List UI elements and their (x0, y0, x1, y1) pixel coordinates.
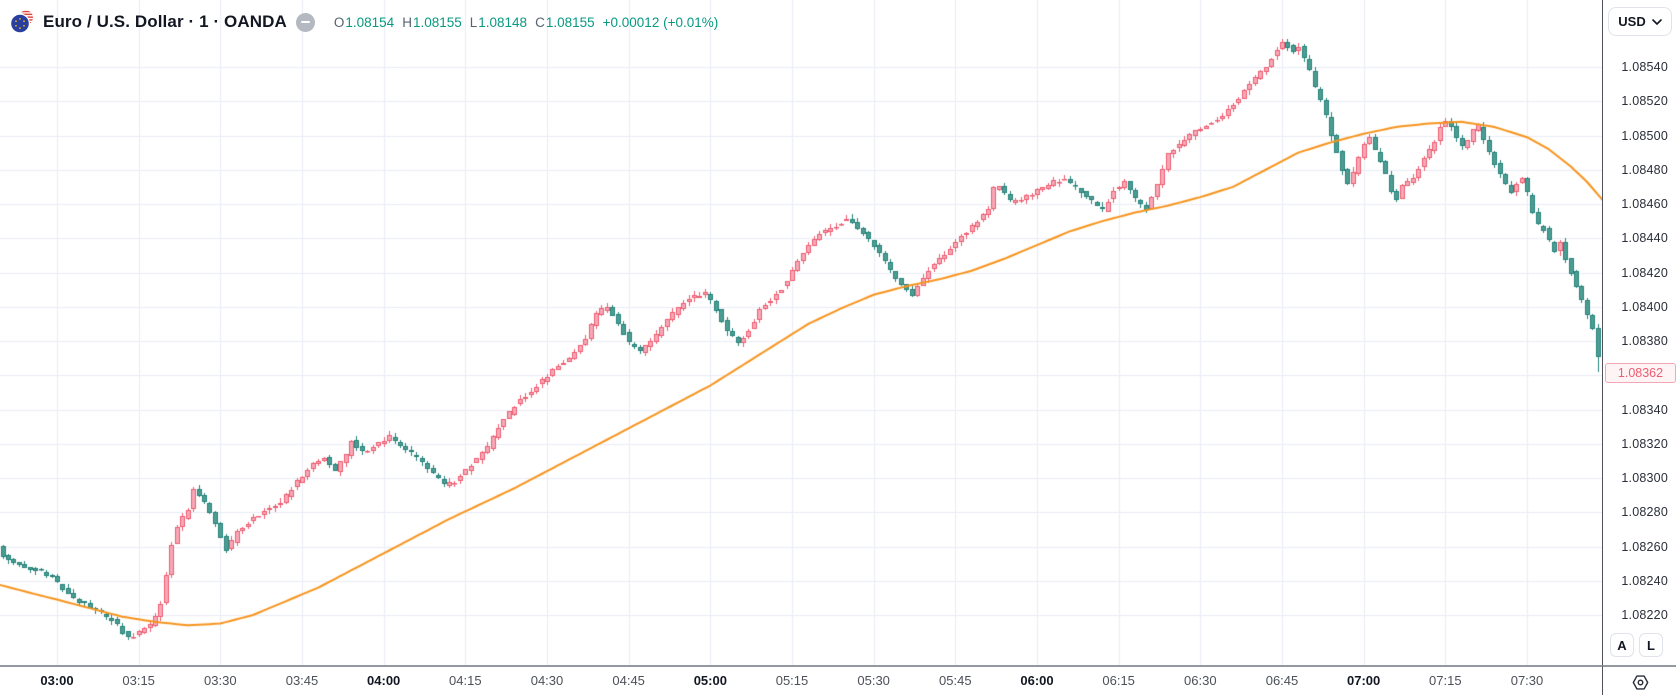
time-axis-label: 03:00 (40, 673, 74, 688)
time-axis-label: 06:45 (1265, 673, 1299, 688)
price-axis-label: 1.08480 (1621, 162, 1668, 177)
time-axis-label: 05:00 (693, 673, 727, 688)
price-axis-label: 1.08400 (1621, 299, 1668, 314)
time-axis-label: 07:30 (1510, 673, 1544, 688)
price-axis-label: 1.08220 (1621, 608, 1668, 622)
time-axis-label: 07:00 (1347, 673, 1381, 688)
price-axis[interactable]: USD 1.08540 1.08520 1.08500 1.08480 1.08460 1… (1602, 0, 1676, 665)
time-axis-label: 06:00 (1020, 673, 1054, 688)
time-axis-label: 06:30 (1184, 673, 1217, 688)
candlestick-chart[interactable] (0, 0, 1602, 665)
time-axis-label: 07:15 (1429, 673, 1462, 688)
log-scale-button[interactable]: L (1639, 633, 1663, 657)
auto-scale-button[interactable]: A (1610, 633, 1634, 657)
currency-dropdown[interactable]: USD (1608, 7, 1672, 36)
chevron-down-icon (1651, 18, 1662, 25)
price-axis-label: 1.08460 (1621, 197, 1668, 211)
close-value: 1.08155 (545, 14, 595, 30)
price-axis-label: 1.08340 (1621, 402, 1668, 417)
time-axis-label: 04:00 (367, 673, 401, 688)
time-axis-label: 04:15 (449, 673, 482, 688)
scale-buttons: A L (1610, 633, 1663, 657)
symbol-title[interactable]: Euro / U.S. Dollar · 1 · OANDA (43, 12, 287, 31)
price-axis-label: 1.08380 (1621, 334, 1668, 348)
price-axis-label: 1.08540 (1621, 60, 1668, 74)
eur-usd-flag-icon (10, 10, 34, 34)
change-value: +0.00012 (+0.01%) (602, 14, 719, 30)
open-label: O (333, 14, 345, 30)
price-axis-label: 1.08280 (1621, 505, 1668, 520)
price-axis-label: 1.08520 (1621, 94, 1668, 109)
time-axis-label: 03:15 (122, 673, 155, 688)
high-value: 1.08155 (412, 14, 462, 30)
price-axis-label: 1.08500 (1621, 128, 1668, 143)
price-axis-label: 1.08240 (1621, 573, 1668, 588)
time-axis-label: 04:45 (612, 673, 645, 688)
symbol-header: Euro / U.S. Dollar · 1 · OANDA O 1.08154 … (10, 8, 718, 36)
price-axis-label: 1.08420 (1621, 265, 1668, 280)
price-axis-label: 1.08300 (1621, 471, 1668, 485)
last-price-label: 1.08362 (1605, 362, 1676, 383)
time-axis-label: 04:30 (530, 673, 564, 688)
low-value: 1.08148 (478, 14, 528, 30)
close-label: C (535, 14, 545, 30)
price-axis-label: 1.08440 (1621, 231, 1668, 246)
time-axis-label: 06:15 (1102, 673, 1135, 688)
time-axis-label: 03:45 (285, 673, 319, 688)
minus-circle-icon[interactable] (295, 12, 315, 32)
open-value: 1.08154 (345, 14, 395, 30)
time-axis-label: 05:45 (939, 673, 972, 688)
price-axis-label: 1.08320 (1621, 436, 1668, 451)
ohlc-values: O 1.08154 H 1.08155 L 1.08148 C 1.08155 +0.0… (334, 15, 718, 30)
time-axis-label: 05:30 (857, 673, 890, 688)
time-axis[interactable]: 03:00 03:15 03:30 03:45 04:00 04:15 04:30 04:45… (0, 665, 1602, 695)
time-axis-label: 03:30 (204, 673, 237, 688)
high-label: H (402, 14, 412, 30)
low-label: L (469, 14, 478, 30)
price-axis-label: 1.08260 (1621, 539, 1668, 554)
time-axis-label: 05:15 (775, 673, 809, 688)
timezone-settings-button[interactable] (1602, 665, 1676, 695)
settings-icon (1632, 674, 1648, 690)
